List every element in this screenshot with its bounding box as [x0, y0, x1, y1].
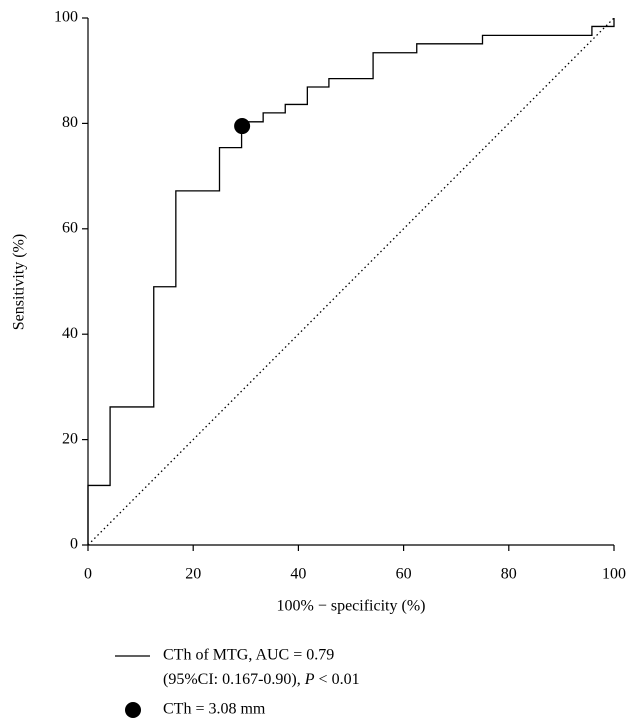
x-tick-label: 20: [185, 566, 201, 583]
series-line: [87, 17, 615, 546]
legend-dot: [125, 702, 141, 718]
y-tick-label: 60: [62, 219, 78, 236]
x-tick-label: 60: [396, 566, 412, 583]
y-tick-label: 0: [70, 536, 78, 553]
x-tick-label: 100: [602, 566, 626, 583]
series-line: [87, 18, 615, 545]
legend-note-part: < 0.01: [315, 671, 360, 688]
y-tick-label: 20: [62, 430, 78, 447]
y-tick-label: 80: [62, 114, 78, 131]
x-tick-label: 80: [501, 566, 517, 583]
legend-note-part: (95%CI: 0.167-0.90),: [163, 671, 305, 688]
y-tick-label: 40: [62, 325, 78, 342]
legend-note: (95%CI: 0.167-0.90), P < 0.01: [163, 671, 360, 688]
y-axis-title: Sensitivity (%): [11, 234, 28, 330]
legend-note-part: P: [304, 671, 315, 688]
x-axis-title: 100% − specificity (%): [277, 598, 426, 615]
y-tick-label: 100: [54, 9, 78, 26]
legend-label: CTh = 3.08 mm: [163, 701, 266, 718]
x-tick-label: 40: [290, 566, 306, 583]
cutoff-point: [234, 118, 251, 135]
legend-label: CTh of MTG, AUC = 0.79: [163, 647, 334, 664]
x-tick-label: 0: [84, 566, 92, 583]
